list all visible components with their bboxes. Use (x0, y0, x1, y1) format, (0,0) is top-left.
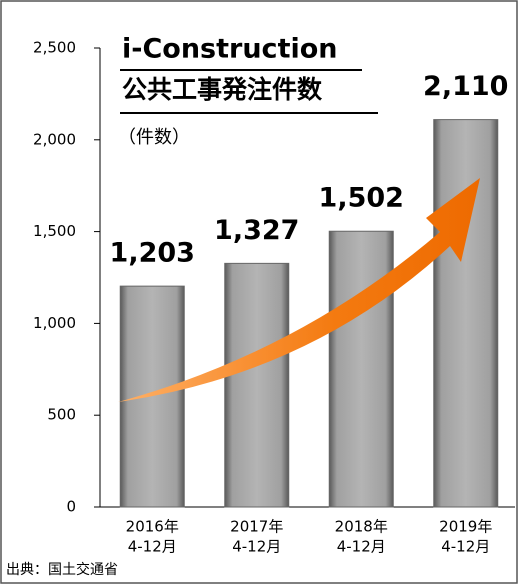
x-tick-label: 4-12月 (128, 538, 177, 556)
x-tick-label: 2017年 (230, 518, 283, 536)
bar (433, 119, 499, 508)
bar (119, 285, 185, 508)
chart-subtitle: （件数） (118, 127, 190, 148)
y-tick-label: 2,500 (33, 39, 76, 57)
x-tick-label: 4-12月 (337, 538, 386, 556)
y-tick-label: 1,500 (33, 222, 76, 240)
y-tick-label: 500 (47, 406, 76, 424)
value-label: 1,203 (110, 238, 195, 269)
bar (328, 230, 394, 508)
x-tick-label: 2018年 (335, 518, 388, 536)
chart-title: 公共工事発注件数 (122, 75, 323, 104)
y-tick-label: 0 (66, 498, 76, 516)
value-label: 2,110 (423, 71, 508, 102)
chart-title: i-Construction (122, 34, 338, 65)
y-tick-label: 1,000 (33, 314, 76, 332)
y-tick-label: 2,000 (33, 130, 76, 148)
x-tick-label: 4-12月 (232, 538, 281, 556)
source: 出典：国土交通省 (6, 561, 118, 578)
bar (224, 262, 290, 508)
x-tick-label: 2016年 (126, 518, 179, 536)
value-label: 1,502 (319, 183, 404, 214)
value-label: 1,327 (214, 215, 299, 246)
x-tick-label: 4-12月 (441, 538, 490, 556)
x-tick-label: 2019年 (439, 518, 492, 536)
